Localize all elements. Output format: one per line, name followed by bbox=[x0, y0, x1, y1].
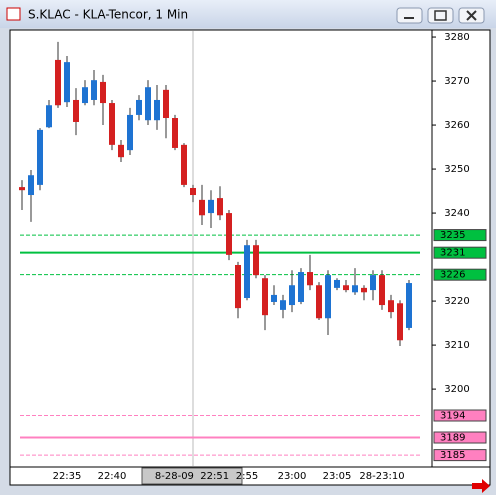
candle-body bbox=[181, 144, 187, 185]
candle-body bbox=[163, 89, 169, 119]
candle-body bbox=[199, 199, 205, 216]
y-tick-label: 3270 bbox=[444, 76, 469, 87]
candle-body bbox=[307, 272, 313, 286]
candle-body bbox=[172, 118, 178, 148]
candle-body bbox=[37, 129, 43, 185]
candle-body bbox=[19, 187, 25, 191]
y-tick-label: 3220 bbox=[444, 296, 469, 307]
candle-body bbox=[127, 114, 133, 151]
x-tick-label: 22:40 bbox=[98, 471, 127, 482]
close-icon bbox=[466, 10, 477, 21]
candle-body bbox=[73, 99, 79, 122]
candle-body bbox=[352, 285, 358, 293]
candle-body bbox=[208, 199, 214, 214]
x-tick-label: 28-23:10 bbox=[359, 471, 404, 482]
candle-body bbox=[397, 303, 403, 341]
y-tick-label: 3200 bbox=[444, 384, 469, 395]
x-tick-label: 23:00 bbox=[278, 471, 307, 482]
cursor-box bbox=[141, 467, 243, 485]
y-tick-label: 3250 bbox=[444, 164, 469, 175]
x-tick-label: 22:35 bbox=[53, 471, 82, 482]
candle-body bbox=[406, 283, 412, 328]
level-label-box bbox=[433, 409, 487, 422]
candle-body bbox=[316, 285, 322, 319]
candle-body bbox=[244, 245, 250, 299]
window-title: S.KLAC - KLA-Tencor, 1 Min bbox=[28, 8, 188, 22]
candle-body bbox=[55, 59, 61, 106]
level-label-box bbox=[433, 246, 487, 259]
x-tick-label: 23:05 bbox=[323, 471, 352, 482]
candle-body bbox=[280, 300, 286, 310]
level-label-box bbox=[433, 449, 487, 462]
y-tick-label: 3210 bbox=[444, 340, 469, 351]
level-label: 3185 bbox=[440, 450, 465, 461]
candle-body bbox=[91, 80, 97, 100]
candle-body bbox=[262, 278, 268, 316]
candle-body bbox=[235, 265, 241, 309]
candle-body bbox=[109, 103, 115, 145]
y-tick-label: 3240 bbox=[444, 208, 469, 219]
level-label: 3194 bbox=[440, 411, 465, 422]
x-tick-label: 2:55 bbox=[236, 471, 258, 482]
candle-body bbox=[343, 285, 349, 291]
candle-body bbox=[190, 187, 196, 196]
candle-body bbox=[64, 62, 70, 103]
level-label: 3226 bbox=[440, 270, 465, 281]
candle-body bbox=[136, 99, 142, 115]
y-tick-label: 3260 bbox=[444, 120, 469, 131]
candle-body bbox=[100, 81, 106, 104]
candle-body bbox=[361, 287, 367, 293]
level-label: 3231 bbox=[440, 248, 465, 259]
candle-body bbox=[334, 279, 340, 288]
candle-body bbox=[253, 245, 259, 276]
candle-body bbox=[325, 275, 331, 319]
candle-body bbox=[154, 99, 160, 121]
candle-body bbox=[379, 275, 385, 306]
scroll-arrow[interactable] bbox=[472, 479, 490, 493]
candle-body bbox=[388, 300, 394, 313]
level-label-box bbox=[433, 431, 487, 444]
level-label: 3189 bbox=[440, 433, 465, 444]
candle-body bbox=[226, 213, 232, 255]
level-label-box bbox=[433, 268, 487, 281]
candle-body bbox=[298, 272, 304, 302]
maximize-icon bbox=[434, 10, 447, 21]
y-tick-label: 3280 bbox=[444, 32, 469, 43]
candle-body bbox=[28, 175, 34, 196]
candle-body bbox=[118, 144, 124, 158]
candle-body bbox=[217, 198, 223, 216]
level-label: 3235 bbox=[440, 230, 465, 241]
minimize-button[interactable] bbox=[396, 7, 423, 24]
candle-body bbox=[82, 87, 88, 104]
candle-body bbox=[289, 285, 295, 306]
level-label-box bbox=[433, 229, 487, 242]
time-axis bbox=[9, 466, 491, 486]
cursor-label: 8-28-09 22:51 bbox=[155, 471, 229, 482]
app-icon bbox=[6, 7, 21, 21]
candle-body bbox=[145, 87, 151, 121]
plot-area bbox=[9, 29, 433, 468]
candle-body bbox=[271, 294, 277, 302]
candle-body bbox=[46, 105, 52, 128]
candle-body bbox=[370, 275, 376, 291]
